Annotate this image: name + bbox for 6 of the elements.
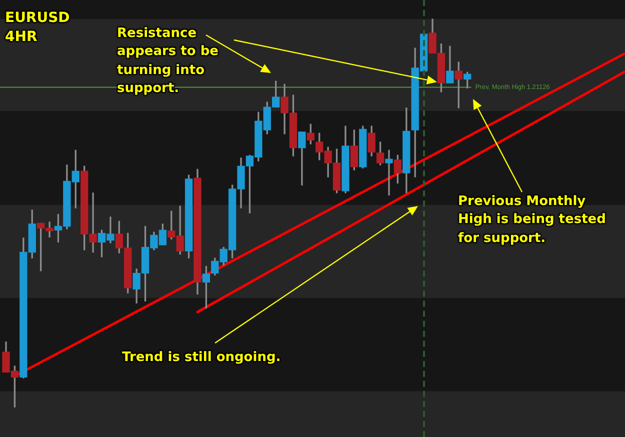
- candlestick: [385, 150, 393, 196]
- annotation: Resistance appears to be turning into support.: [117, 25, 220, 98]
- annotation: Previous Monthly High is being tested for support.: [458, 193, 607, 248]
- chart-title: EURUSD: [5, 10, 70, 27]
- annotation: Trend is still ongoing.: [122, 349, 282, 367]
- text: 4HR: [5, 29, 38, 46]
